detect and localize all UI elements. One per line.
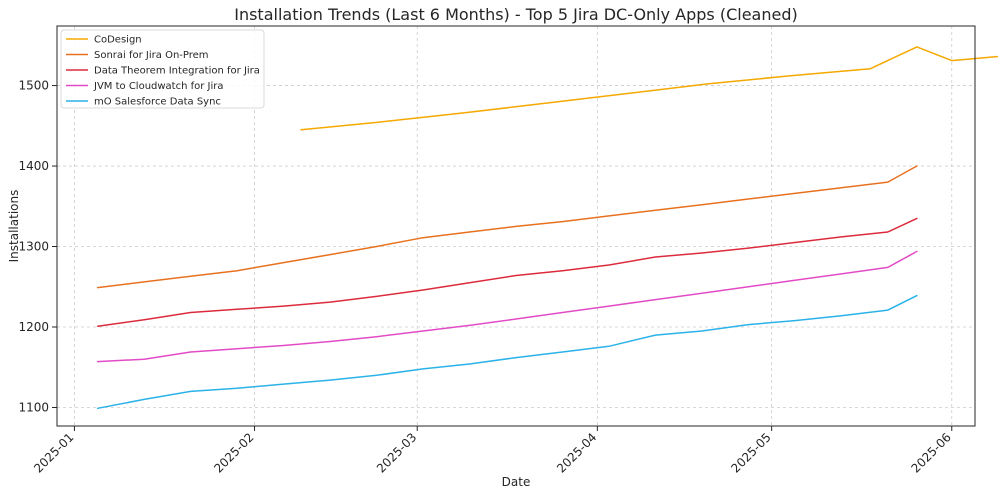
chart-title: Installation Trends (Last 6 Months) - To…: [234, 5, 798, 24]
x-tick-label: 2025-03: [374, 430, 419, 475]
series-line-2: [96, 165, 918, 289]
y-tick-label: 1100: [18, 400, 49, 414]
series-line-4: [96, 250, 918, 363]
y-tick-label: 1400: [18, 159, 49, 173]
x-axis-ticks: 2025-01 2025-02 2025-03 2025-04 2025-05 2025-…: [31, 426, 954, 476]
x-tick-label: 2025-04: [554, 430, 599, 475]
x-tick-label: 2025-06: [909, 430, 954, 475]
legend-entry: mO Salesforce Data Sync: [94, 97, 221, 108]
y-axis-label: Installations: [7, 190, 21, 263]
x-tick-label: 2025-01: [31, 430, 76, 475]
y-tick-label: 1500: [18, 79, 49, 93]
legend-entry: JVM to Cloudwatch for Jira: [93, 81, 224, 92]
legend-box: [60, 29, 265, 109]
y-tick-label: 1300: [18, 240, 49, 254]
x-tick-label: 2025-05: [728, 430, 773, 475]
legend-entry: Data Theorem Integration for Jira: [94, 66, 260, 77]
x-axis-label: Date: [502, 475, 531, 489]
series-line-1: [300, 46, 998, 131]
plot-frame: [56, 25, 976, 427]
x-tick-label: 2025-02: [211, 430, 256, 475]
series-line-5: [96, 294, 918, 410]
grid: [57, 26, 975, 426]
y-tick-label: 1200: [18, 320, 49, 334]
legend: CoDesign Sonrai for Jira On-Prem Data Theo…: [60, 29, 265, 109]
legend-entry: Sonrai for Jira On-Prem: [94, 50, 209, 61]
legend-entry: CoDesign: [94, 35, 142, 46]
series-line-3: [96, 217, 918, 327]
series-lines: [96, 46, 998, 410]
y-axis-ticks: 1100 1200 1300 1400 1500: [18, 79, 57, 414]
